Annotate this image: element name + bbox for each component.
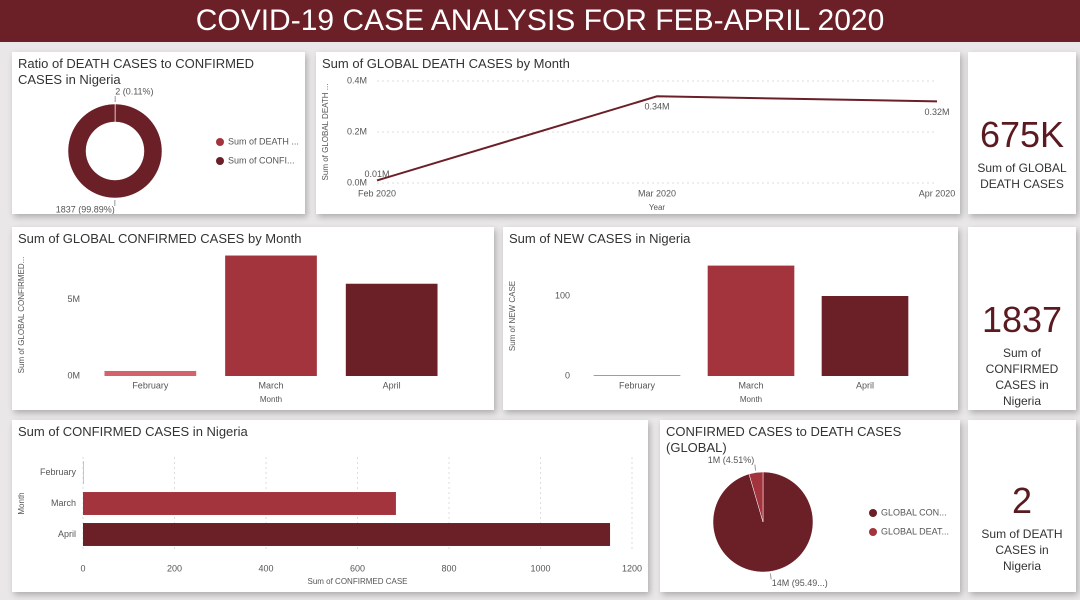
x-axis-title: Month	[260, 395, 282, 404]
y-tick-label: April	[58, 529, 76, 539]
chart-title: Sum of GLOBAL DEATH CASES by Month	[322, 56, 570, 71]
x-tick-label: Mar 2020	[638, 188, 676, 198]
x-axis-title: Month	[740, 395, 762, 404]
y-tick-label: 0.2M	[347, 126, 367, 136]
y-tick-label: 0.0M	[347, 177, 367, 187]
bar	[707, 265, 795, 376]
line	[376, 95, 938, 182]
y-axis-title: Month	[17, 492, 26, 514]
legend-marker	[216, 138, 224, 146]
kpi-value: 2	[1011, 480, 1033, 521]
leader-line	[769, 573, 772, 580]
legend-label: GLOBAL CON...	[881, 507, 947, 517]
panel: 2 (0.11%) Sum of DEATH ... 1837 (99.89%) Su…	[12, 52, 305, 214]
kpi-card: 675K Sum of GLOBAL DEATH CASES	[968, 52, 1076, 214]
y-axis-title: Sum of GLOBAL DEATH ...	[321, 84, 330, 181]
chart-title: Sum of NEW CASES in Nigeria	[509, 231, 691, 246]
chart-title: Ratio of DEATH CASES to CONFIRMED CASES …	[18, 56, 254, 87]
kpi-value: 1837	[981, 299, 1063, 340]
slice	[748, 471, 764, 523]
chart: 0M 5M Sum of GLOBAL CONFIRMED... February Ma…	[17, 255, 438, 404]
y-tick-label: 0.4M	[347, 75, 367, 85]
x-tick-label: 600	[350, 563, 365, 573]
legend-label: GLOBAL DEAT...	[881, 526, 949, 536]
kpi-label: Sum of GLOBAL DEATH CASES	[977, 161, 1067, 191]
data-label: 14M (95.49...)	[772, 578, 828, 588]
data-label: 1M (4.51%)	[708, 455, 755, 465]
x-tick-label: March	[738, 380, 763, 390]
panel: 0 200 400 600 800 1000 1200 February March April S…	[12, 420, 648, 592]
x-tick-label: April	[856, 380, 874, 390]
chart-title: CONFIRMED CASES to DEATH CASES (GLOBAL)	[666, 424, 902, 455]
legend-marker	[869, 509, 877, 517]
x-tick-label: Feb 2020	[358, 188, 396, 198]
chart-title: Sum of CONFIRMED CASES in Nigeria	[18, 424, 248, 439]
chart: 2 (0.11%) Sum of DEATH ... 1837 (99.89%) Su…	[56, 86, 299, 214]
legend-marker	[869, 528, 877, 536]
x-tick-label: 1000	[530, 563, 550, 573]
bar	[83, 492, 396, 515]
kpi-label: Sum of CONFIRMED CASES in Nigeria	[985, 346, 1059, 408]
panel: 0 100 Sum of NEW CASE February March April Mon…	[503, 227, 958, 410]
bar	[345, 283, 438, 376]
chart: 0 200 400 600 800 1000 1200 February March April S…	[17, 457, 642, 586]
x-axis-title: Year	[649, 203, 666, 212]
y-tick-label: 0	[565, 370, 570, 380]
bar	[225, 255, 317, 376]
chart: 14M (95.49...) GLOBAL CON... 1M (4.51%) GLO…	[708, 455, 949, 588]
x-axis-title: Sum of CONFIRMED CASE	[307, 577, 407, 586]
chart: 0 100 Sum of NEW CASE February March April Mon…	[508, 265, 909, 404]
y-axis-title: Sum of GLOBAL CONFIRMED...	[17, 257, 26, 374]
legend-label: Sum of DEATH ...	[228, 136, 299, 146]
x-tick-label: Apr 2020	[919, 188, 956, 198]
kpi-value: 675K	[979, 114, 1065, 155]
y-tick-label: 0M	[67, 370, 80, 380]
data-label: 0.32M	[924, 107, 949, 117]
chart: 0.0M 0.2M 0.4M Sum of GLOBAL DEATH ... 0.01M…	[321, 75, 956, 212]
data-label: 2 (0.11%)	[115, 86, 153, 96]
bar	[104, 370, 197, 376]
y-tick-label: February	[40, 467, 77, 477]
bar	[593, 375, 681, 376]
x-tick-label: April	[383, 380, 401, 390]
x-tick-label: 200	[167, 563, 182, 573]
x-tick-label: 400	[258, 563, 273, 573]
data-label: 0.01M	[364, 169, 389, 179]
chart-title: Sum of GLOBAL CONFIRMED CASES by Month	[18, 231, 302, 246]
panel: 0.0M 0.2M 0.4M Sum of GLOBAL DEATH ... 0.01M…	[316, 52, 960, 214]
x-tick-label: February	[132, 380, 169, 390]
x-tick-label: February	[619, 380, 656, 390]
legend-label: Sum of CONFI...	[228, 155, 295, 165]
panel: 0M 5M Sum of GLOBAL CONFIRMED... February Ma…	[12, 227, 494, 410]
kpi-card: 2 Sum of DEATH CASES in Nigeria	[968, 420, 1076, 592]
kpi-label: Sum of DEATH CASES in Nigeria	[981, 527, 1063, 573]
slice	[67, 103, 163, 199]
y-tick-label: 100	[555, 290, 570, 300]
x-tick-label: March	[258, 380, 283, 390]
legend-marker	[216, 157, 224, 165]
panel: 14M (95.49...) GLOBAL CON... 1M (4.51%) GLO…	[660, 420, 960, 592]
y-tick-label: March	[51, 498, 76, 508]
y-tick-label: 5M	[67, 294, 80, 304]
x-tick-label: 0	[80, 563, 85, 573]
leader-line	[754, 464, 757, 471]
bar	[821, 296, 909, 376]
x-tick-label: 800	[441, 563, 456, 573]
x-tick-label: 1200	[622, 563, 642, 573]
bar	[83, 523, 611, 546]
header-title: COVID-19 CASE ANALYSIS FOR FEB-APRIL 202…	[0, 0, 1080, 42]
data-label: 0.34M	[644, 102, 669, 112]
data-label: 1837 (99.89%)	[56, 204, 115, 214]
kpi-card: 1837 Sum of CONFIRMED CASES in Nigeria	[968, 227, 1076, 410]
y-axis-title: Sum of NEW CASE	[508, 281, 517, 351]
